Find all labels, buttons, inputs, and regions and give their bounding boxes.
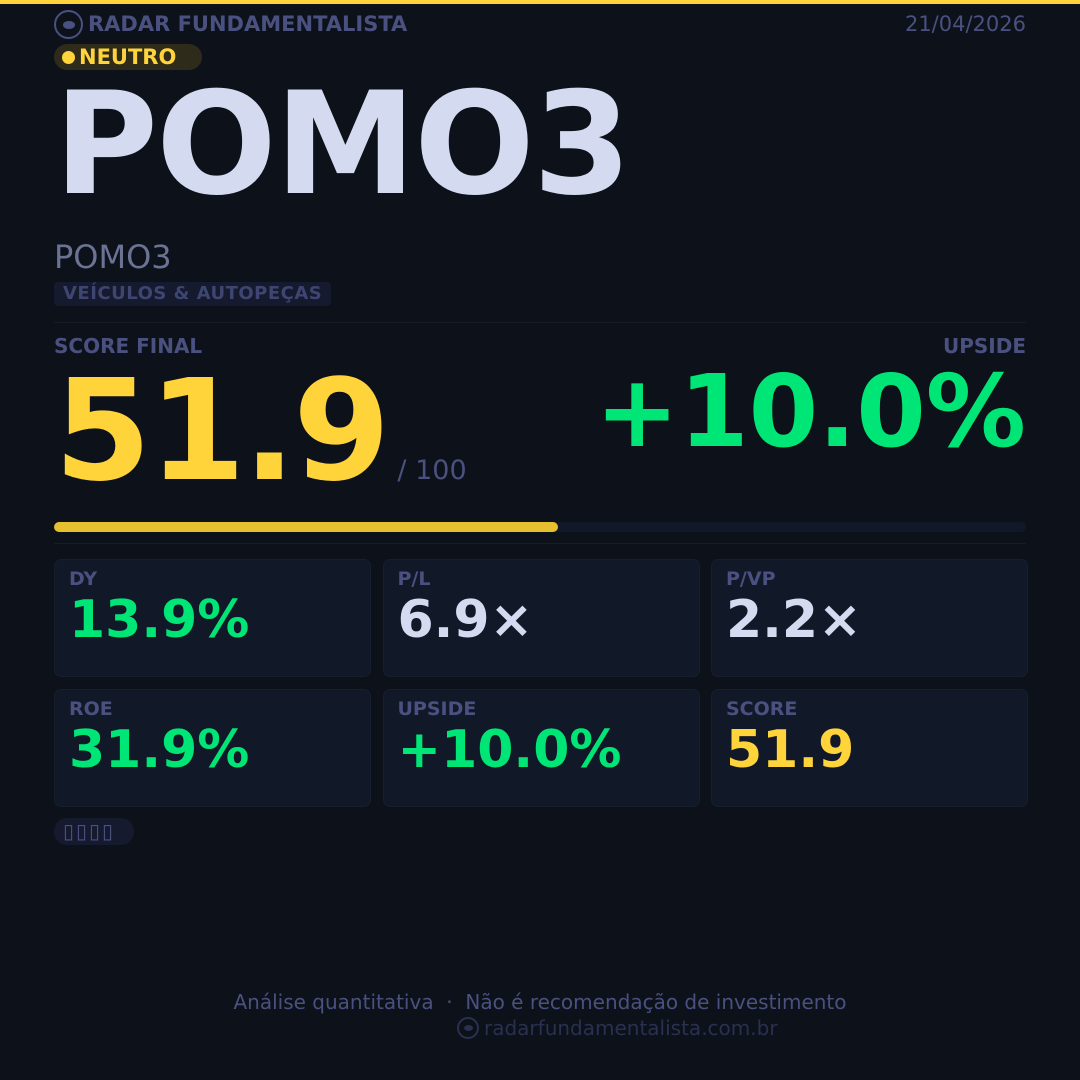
metric-value: 2.2× xyxy=(726,590,862,650)
status-dot-icon xyxy=(62,50,75,64)
score-value: 51.9 xyxy=(54,350,390,513)
score-block: 51.9 / 100 xyxy=(54,362,467,502)
top-accent-bar xyxy=(0,0,1080,4)
metric-value: 31.9% xyxy=(69,720,250,780)
sector-tag: VEÍCULOS & AUTOPEÇAS xyxy=(54,282,332,306)
divider xyxy=(54,322,1026,323)
metric-label: P/VP xyxy=(726,568,776,590)
metric-card: DY 13.9% xyxy=(54,559,371,677)
status-badge: NEUTRO xyxy=(54,44,202,70)
metric-label: ROE xyxy=(69,698,113,720)
score-progress-bar xyxy=(54,522,1026,532)
metric-label: DY xyxy=(69,568,98,590)
company-name: POMO3 xyxy=(54,238,172,276)
metric-value: 6.9× xyxy=(397,590,534,650)
metric-label: P/L xyxy=(397,568,431,590)
metric-label: UPSIDE xyxy=(397,698,477,720)
upside-value: +10.0% xyxy=(595,353,1026,470)
ticker-title: POMO3 xyxy=(54,62,632,227)
metric-label: SCORE xyxy=(726,698,798,720)
metric-card: UPSIDE +10.0% xyxy=(382,689,700,807)
metric-card: SCORE 51.9 xyxy=(711,689,1028,807)
disclaimer: Análise quantitativa · Não é recomendaçã… xyxy=(233,990,847,1014)
metric-value: 51.9 xyxy=(726,720,855,780)
site-url: radarfundamentalista.com.br xyxy=(484,1016,778,1040)
date: 21/04/2026 xyxy=(904,12,1026,36)
status-label: NEUTRO xyxy=(79,45,177,69)
radar-logo-icon xyxy=(457,1017,479,1039)
metric-value: +10.0% xyxy=(397,720,622,780)
brand-name: RADAR FUNDAMENTALISTA xyxy=(88,12,408,36)
brand: RADAR FUNDAMENTALISTA xyxy=(54,10,407,39)
metric-value: 13.9% xyxy=(69,590,250,650)
metric-card: P/VP 2.2× xyxy=(711,559,1028,677)
upside-label: UPSIDE xyxy=(942,334,1026,358)
metric-card: P/L 6.9× xyxy=(382,559,700,677)
score-label: SCORE FINAL xyxy=(54,334,203,358)
score-progress-fill xyxy=(54,522,559,532)
metrics-grid: DY 13.9% P/L 6.9× P/VP 2.2× ROE 31.9% UPSIDE +10.… xyxy=(54,559,1028,807)
site-link: radarfundamentalista.com.br xyxy=(457,1016,778,1040)
radar-logo-icon xyxy=(54,10,83,39)
metric-card: ROE 31.9% xyxy=(54,689,371,807)
divider xyxy=(54,543,1026,544)
score-max: / 100 xyxy=(397,455,467,486)
emoji-tags: ▯▯▯▯ xyxy=(54,818,134,845)
